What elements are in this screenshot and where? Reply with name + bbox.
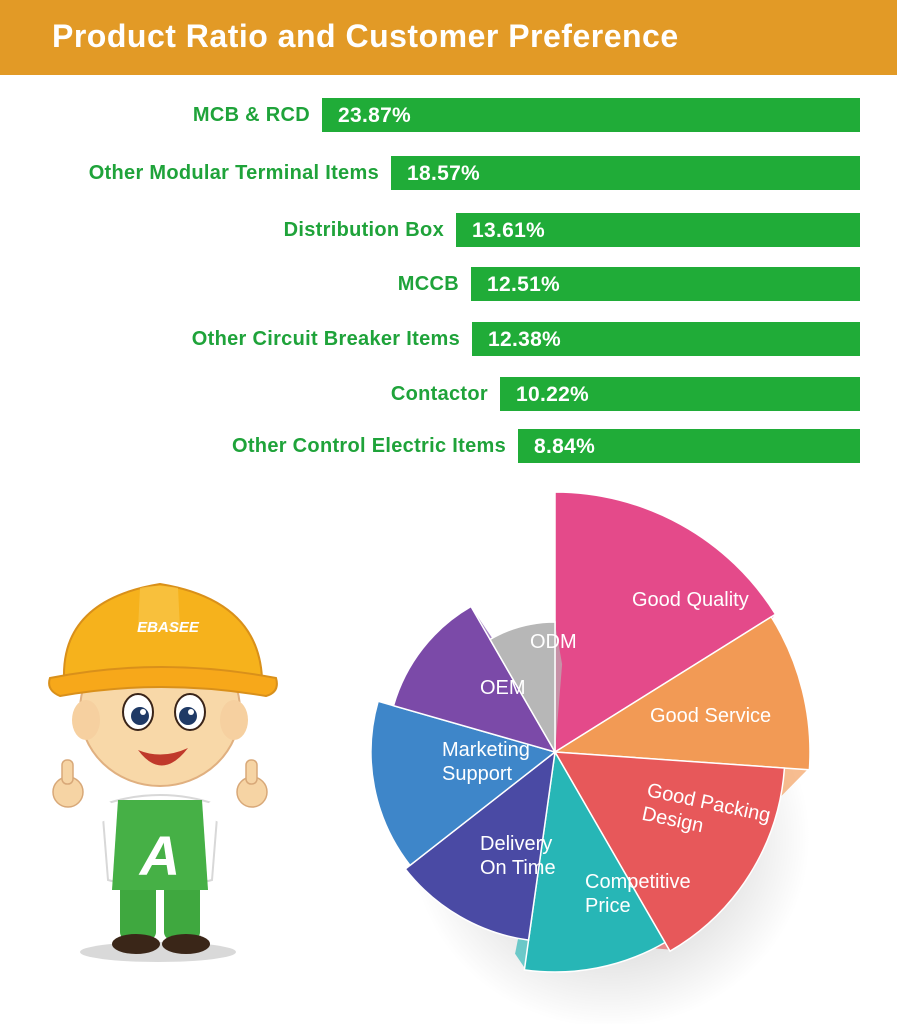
bar-category-label: Other Control Electric Items [231, 435, 506, 457]
bar [518, 429, 860, 463]
bar-value-label: 10.22% [516, 383, 590, 406]
pie-slice-label-line: Marketing [442, 739, 530, 761]
mascot-helmet-logo: EBASEE [137, 619, 200, 636]
pie-slice [392, 605, 557, 754]
pie-slice [553, 751, 786, 953]
bar-category-label: MCB & RCD [192, 104, 310, 126]
pie-slice-label-line: Competitive [585, 871, 691, 893]
page-title: Product Ratio and Customer Preference [52, 18, 679, 54]
mascot-apron-letter: A [138, 824, 180, 887]
pie-slice [370, 700, 557, 867]
pie-slice [552, 615, 811, 771]
bar [391, 156, 860, 190]
pie-slice [488, 621, 556, 755]
mascot-thumb-right [245, 759, 258, 785]
mascot-apron [112, 800, 208, 890]
bar-value-label: 12.51% [487, 273, 561, 296]
pie-slice-label-line: Delivery [480, 833, 552, 855]
bar-category-label: MCCB [397, 273, 459, 295]
bar-category-label: Other Modular Terminal Items [88, 162, 379, 184]
mascot-shoe-left [112, 934, 160, 954]
pie-slice-label: OEM [480, 677, 526, 699]
pie-slice-label: Good Service [650, 705, 771, 727]
mascot-thumb-left [61, 759, 74, 785]
pie-slice [404, 750, 557, 941]
pie-slice-label: Good Quality [632, 589, 749, 611]
bar-value-label: 13.61% [472, 219, 546, 242]
bar [500, 377, 860, 411]
bar-category-label: Distribution Box [283, 219, 444, 241]
pie-slice-label-line: ODM [530, 631, 577, 653]
bar-value-label: 18.57% [407, 162, 481, 185]
bar-value-label: 23.87% [338, 104, 412, 127]
mascot-ear-left [72, 700, 100, 740]
worker-mascot: A EBASEE [48, 582, 278, 962]
pie-slice-side [555, 624, 563, 752]
bar-category-label: Other Circuit Breaker Items [191, 328, 460, 350]
pie-slice-label: Marketing Support [442, 739, 530, 785]
pie-slice [554, 491, 777, 754]
bar-value-label: 12.38% [488, 328, 562, 351]
pie-slice-label-line: Good Quality [632, 589, 749, 611]
mascot-ear-right [220, 700, 248, 740]
mascot-eye-right [179, 707, 197, 725]
bar [456, 213, 860, 247]
bar-category-label: Contactor [390, 383, 488, 405]
pie-slice-label-line: Price [585, 895, 631, 917]
pie-slice-label-line: OEM [480, 677, 526, 699]
product-ratio-bar-chart: MCB & RCD 23.87% Other Modular Terminal It… [0, 0, 897, 480]
mascot-helmet [62, 582, 264, 679]
bar [471, 267, 860, 301]
bar-value-label: 8.84% [534, 435, 596, 458]
pie-slice-label: ODM [530, 631, 577, 653]
bar [322, 98, 860, 132]
mascot-eye-left [131, 707, 149, 725]
pie-slice-label: Competitive Price [585, 871, 691, 917]
pie-slice-label-line: On Time [480, 857, 556, 879]
mascot-shoe-right [162, 934, 210, 954]
pie-slice-label: Delivery On Time [480, 833, 556, 879]
bar [472, 322, 860, 356]
mascot-helmet-brim [48, 666, 278, 698]
title-banner: Product Ratio and Customer Preference [0, 0, 897, 75]
pie-slice-label-line: Good Service [650, 705, 771, 727]
mascot-mouth [138, 748, 188, 766]
pie-slice-label-line: Support [442, 763, 512, 785]
pie-slice [523, 749, 667, 973]
